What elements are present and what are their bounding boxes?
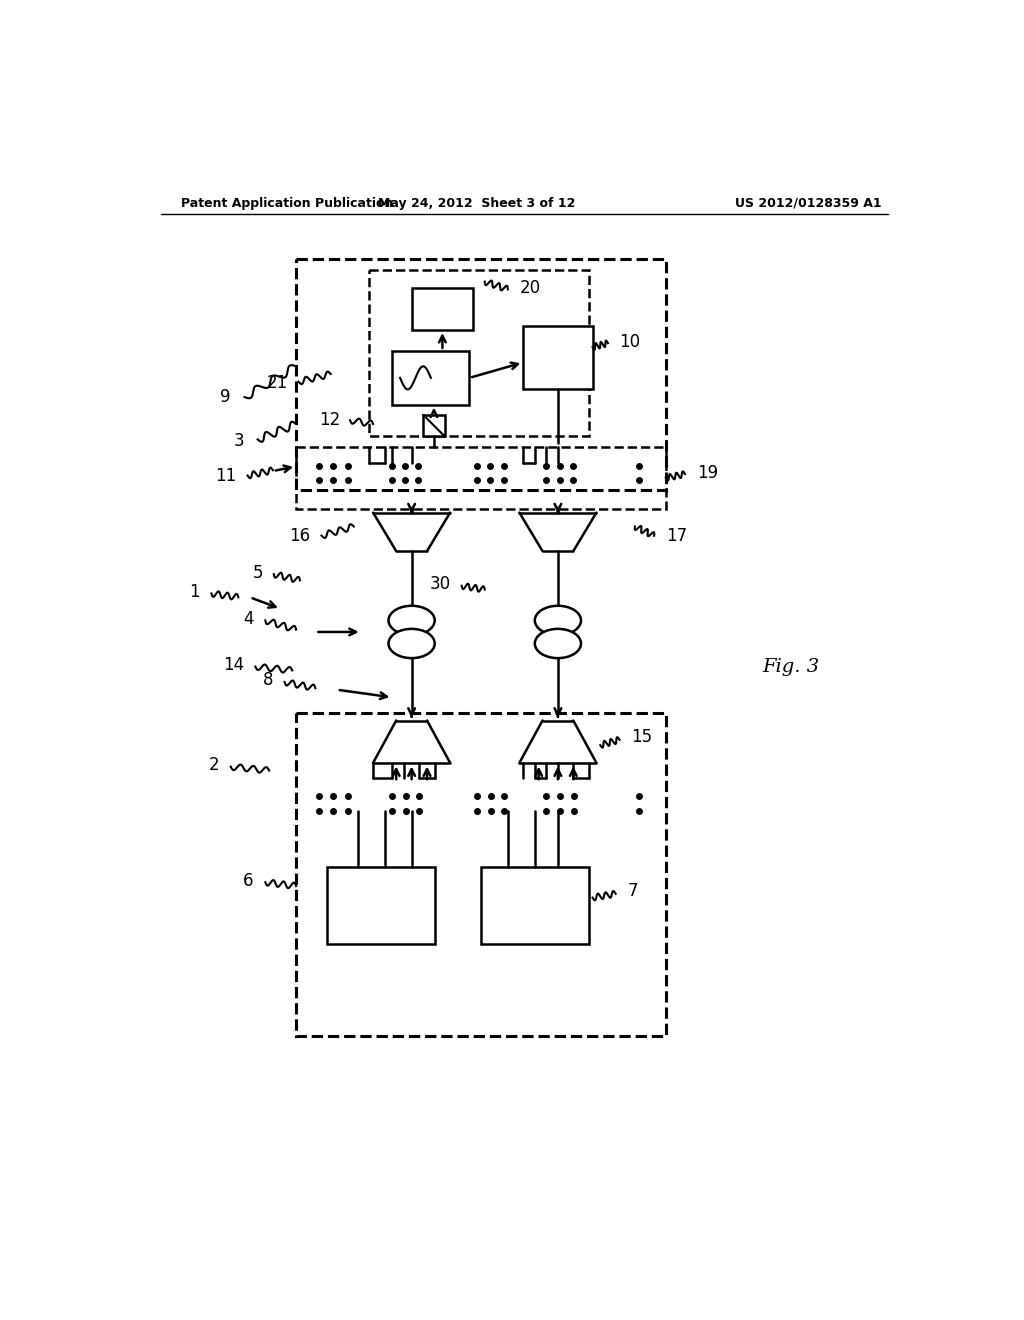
Ellipse shape	[535, 628, 581, 659]
Text: 21: 21	[267, 375, 289, 392]
Text: 4: 4	[244, 610, 254, 628]
Bar	[296, 259, 666, 490]
Text: 20: 20	[519, 279, 541, 297]
Text: 8: 8	[263, 672, 273, 689]
Text: 6: 6	[244, 871, 254, 890]
Text: 14: 14	[223, 656, 245, 675]
Text: 30: 30	[430, 576, 451, 593]
Text: May 24, 2012  Sheet 3 of 12: May 24, 2012 Sheet 3 of 12	[379, 197, 575, 210]
Bar	[296, 713, 666, 1036]
Text: 11: 11	[216, 467, 237, 486]
Text: 7: 7	[628, 883, 638, 900]
Bar	[423, 414, 444, 437]
Text: 10: 10	[620, 333, 641, 351]
Bar	[296, 447, 666, 508]
Text: 5: 5	[253, 564, 263, 582]
Bar	[370, 271, 589, 436]
Text: 12: 12	[318, 412, 340, 429]
Bar	[327, 867, 435, 944]
Bar	[392, 351, 469, 405]
Bar	[523, 326, 593, 389]
Text: Fig. 3: Fig. 3	[762, 657, 819, 676]
Text: 17: 17	[666, 528, 687, 545]
Text: 15: 15	[631, 729, 652, 746]
Text: 1: 1	[189, 583, 200, 601]
Bar	[481, 867, 589, 944]
Text: 9: 9	[220, 388, 230, 407]
Text: 16: 16	[289, 528, 310, 545]
Ellipse shape	[535, 606, 581, 635]
Ellipse shape	[388, 606, 435, 635]
Bar	[412, 288, 473, 330]
Text: 19: 19	[697, 463, 719, 482]
Text: 2: 2	[209, 756, 219, 774]
Text: 3: 3	[233, 432, 245, 450]
Text: US 2012/0128359 A1: US 2012/0128359 A1	[734, 197, 882, 210]
Ellipse shape	[388, 628, 435, 659]
Text: Patent Application Publication: Patent Application Publication	[180, 197, 393, 210]
